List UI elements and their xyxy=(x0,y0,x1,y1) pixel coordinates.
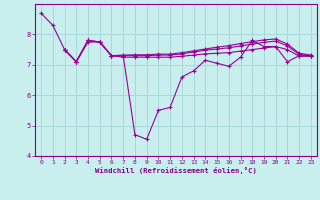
X-axis label: Windchill (Refroidissement éolien,°C): Windchill (Refroidissement éolien,°C) xyxy=(95,167,257,174)
